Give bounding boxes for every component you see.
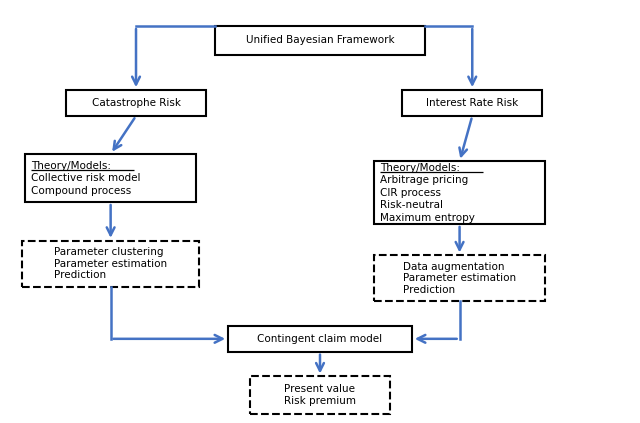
FancyBboxPatch shape: [250, 376, 390, 414]
Text: Data augmentation
Parameter estimation
Prediction: Data augmentation Parameter estimation P…: [403, 262, 516, 295]
FancyBboxPatch shape: [403, 90, 542, 116]
FancyBboxPatch shape: [25, 154, 196, 202]
Text: Risk-neutral: Risk-neutral: [380, 200, 444, 210]
Text: Present value
Risk premium: Present value Risk premium: [284, 385, 356, 406]
FancyBboxPatch shape: [22, 241, 200, 287]
Text: Theory/Models:: Theory/Models:: [380, 163, 460, 173]
FancyBboxPatch shape: [374, 162, 545, 224]
Text: CIR process: CIR process: [380, 188, 441, 198]
Text: Maximum entropy: Maximum entropy: [380, 213, 475, 223]
Text: Arbitrage pricing: Arbitrage pricing: [380, 175, 468, 185]
Text: Theory/Models:: Theory/Models:: [31, 161, 111, 170]
FancyBboxPatch shape: [228, 326, 412, 352]
Text: Compound process: Compound process: [31, 186, 132, 195]
Text: Parameter clustering
Parameter estimation
Prediction: Parameter clustering Parameter estimatio…: [54, 247, 167, 280]
FancyBboxPatch shape: [66, 90, 206, 116]
Text: Collective risk model: Collective risk model: [31, 173, 141, 183]
FancyBboxPatch shape: [374, 255, 545, 301]
Text: Contingent claim model: Contingent claim model: [257, 334, 383, 344]
Text: Interest Rate Risk: Interest Rate Risk: [426, 98, 518, 108]
Text: Catastrophe Risk: Catastrophe Risk: [92, 98, 180, 108]
FancyBboxPatch shape: [215, 26, 425, 55]
Text: Unified Bayesian Framework: Unified Bayesian Framework: [246, 36, 394, 45]
